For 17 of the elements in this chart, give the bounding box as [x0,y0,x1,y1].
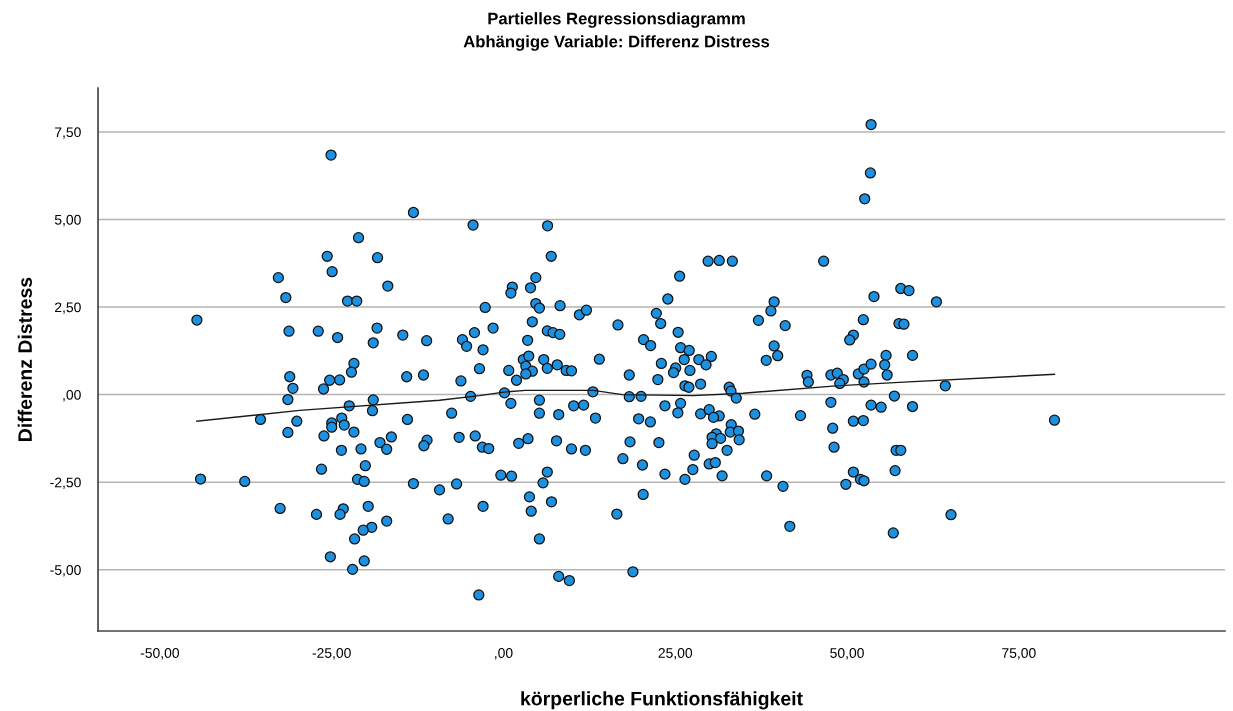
y-tick-label: 5,00 [54,214,81,227]
y-tick-label: -5,00 [50,565,81,577]
y-tick-label: ,00 [63,389,81,402]
line-series [196,373,1056,422]
x-tick-label: -50,00 [140,648,180,660]
x-tick-label: 75,00 [1002,648,1036,660]
x-tick-label: -25,00 [312,648,351,660]
x-axis-title: körperliche Funktionsfähigkeit [521,691,803,710]
x-tick-label: 50,00 [830,648,864,660]
x-tick-label: ,00 [495,648,513,660]
y-tick-label: 2,50 [55,302,81,314]
chart-title: Partielles Regressionsdiagramm [488,12,745,28]
x-tick-label: 25,00 [658,648,693,660]
chart-subtitle: Abhängige Variable: Differenz Distress [463,35,770,51]
y-tick-label: -2,50 [50,477,81,489]
y-axis-title: Differenz Distress [17,277,32,441]
y-tick-label: 7,50 [55,127,81,139]
